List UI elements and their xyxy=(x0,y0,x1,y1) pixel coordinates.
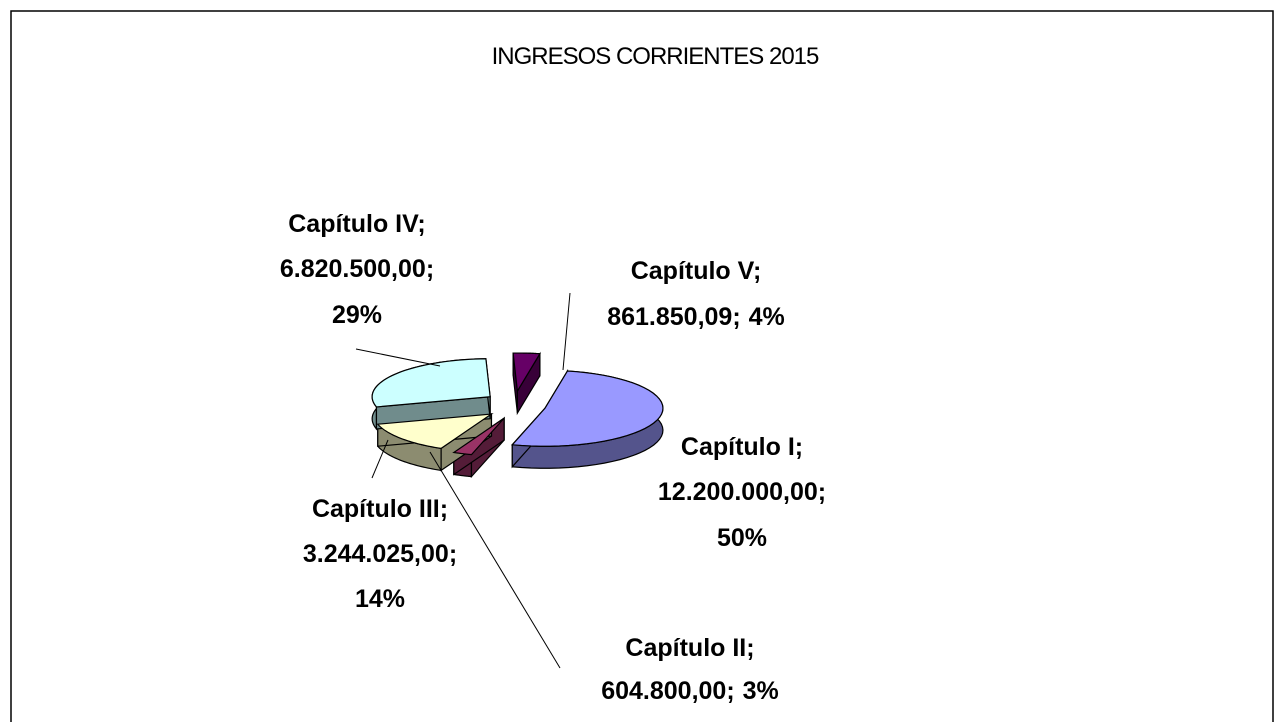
leader-line xyxy=(371,439,389,479)
data-label-part: Capítulo IV xyxy=(288,210,419,238)
data-label-part: ; xyxy=(753,257,761,285)
chart-title: INGRESOS CORRIENTES 2015 xyxy=(492,43,819,70)
data-label-part: ; xyxy=(440,495,448,523)
data-label: 14% xyxy=(355,585,405,613)
data-label-part: ; xyxy=(726,677,734,705)
data-label: 3.244.025,00; xyxy=(303,540,457,568)
slice xyxy=(511,370,664,447)
data-label-part: Capítulo III xyxy=(312,495,440,523)
data-label-part: 6.820.500,00 xyxy=(280,255,426,283)
data-label: 29% xyxy=(332,301,382,329)
data-label: Capítulo II; xyxy=(625,634,754,662)
data-label-part: ; xyxy=(417,210,425,238)
data-label: 50% xyxy=(717,524,767,552)
data-label-part: 3.244.025,00 xyxy=(303,540,449,568)
data-label-part: Capítulo I xyxy=(681,433,795,461)
data-label-part: 50% xyxy=(717,524,767,552)
slice xyxy=(376,413,494,450)
data-label-part: Capítulo V xyxy=(631,257,755,285)
data-label: Capítulo V; xyxy=(631,257,762,285)
data-label-part: 29% xyxy=(332,301,382,329)
data-label-part: ; xyxy=(426,255,434,283)
data-label-part: 861.850,09 xyxy=(607,303,732,331)
data-label-part: ; xyxy=(818,478,826,506)
data-label: 861.850,09; 4% xyxy=(607,303,785,331)
data-label: Capítulo III; xyxy=(312,495,448,523)
data-label-part: ; xyxy=(795,433,803,461)
data-label: 12.200.000,00; xyxy=(658,478,826,506)
slice xyxy=(452,417,505,456)
data-label-part: Capítulo II xyxy=(625,634,746,662)
data-label-part: ; xyxy=(746,634,754,662)
leader-line xyxy=(355,348,441,367)
data-label-part: 14% xyxy=(355,585,405,613)
data-label-part: 12.200.000,00 xyxy=(658,478,818,506)
data-label-part: 604.800,00 xyxy=(601,677,726,705)
data-label: Capítulo I; xyxy=(681,433,803,461)
data-label: 604.800,00; 3% xyxy=(601,677,779,705)
data-label-part: 4% xyxy=(749,303,785,331)
leader-line xyxy=(562,292,571,371)
data-label-part: ; xyxy=(732,303,740,331)
slice xyxy=(512,352,541,393)
chart-frame xyxy=(10,10,1274,722)
data-label: 6.820.500,00; xyxy=(280,255,434,283)
data-label: Capítulo IV; xyxy=(288,210,426,238)
leader-line xyxy=(429,451,561,669)
slice xyxy=(371,358,491,408)
data-label-part: ; xyxy=(449,540,457,568)
data-label-part: 3% xyxy=(743,677,779,705)
